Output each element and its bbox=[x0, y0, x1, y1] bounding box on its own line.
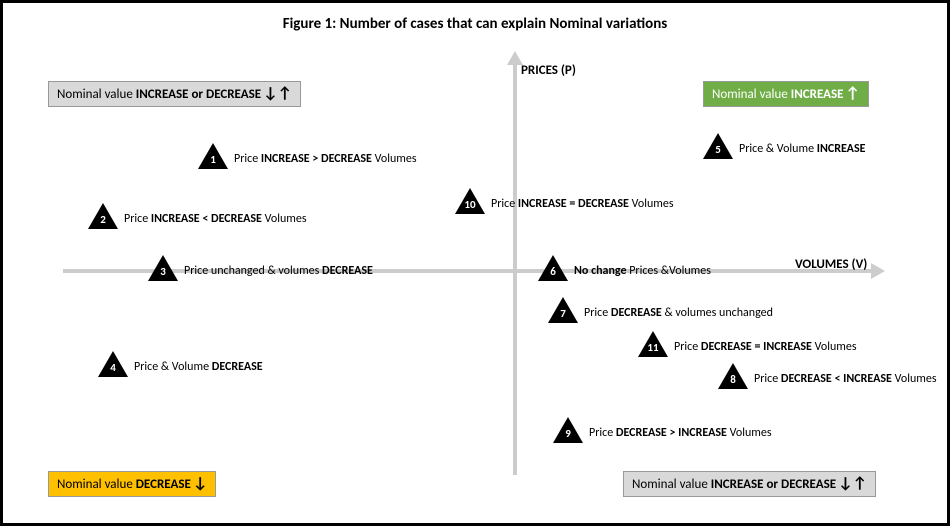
quadrant-label-top_left: Nominal value INCREASE or DECREASE↓↑ bbox=[48, 81, 301, 107]
triangle-icon: 2 bbox=[88, 203, 118, 229]
case-marker-7: 7 Price DECREASE & volumes unchanged bbox=[548, 297, 773, 323]
case-label: Price & Volume INCREASE bbox=[739, 136, 865, 156]
case-marker-9: 9 Price DECREASE > INCREASE Volumes bbox=[553, 417, 772, 443]
case-number: 9 bbox=[560, 427, 576, 440]
case-marker-2: 2 Price INCREASE < DECREASE Volumes bbox=[88, 203, 307, 229]
triangle-icon: 9 bbox=[553, 417, 583, 443]
triangle-icon: 7 bbox=[548, 297, 578, 323]
quadrant-label-text: Nominal value INCREASE bbox=[712, 87, 844, 102]
case-number: 10 bbox=[462, 198, 478, 211]
y-axis-line bbox=[513, 63, 517, 475]
triangle-icon: 1 bbox=[198, 143, 228, 169]
case-label: Price unchanged & volumes DECREASE bbox=[184, 258, 373, 278]
triangle-icon: 8 bbox=[718, 363, 748, 389]
case-label: Price DECREASE < INCREASE Volumes bbox=[754, 366, 937, 386]
case-number: 7 bbox=[555, 307, 571, 320]
case-marker-8: 8 Price DECREASE < INCREASE Volumes bbox=[718, 363, 937, 389]
case-number: 3 bbox=[155, 265, 171, 278]
case-number: 8 bbox=[725, 373, 741, 386]
case-marker-3: 3 Price unchanged & volumes DECREASE bbox=[148, 255, 373, 281]
case-number: 4 bbox=[105, 361, 121, 374]
case-label: Price DECREASE = INCREASE Volumes bbox=[674, 334, 857, 354]
triangle-icon: 5 bbox=[703, 133, 733, 159]
case-label: Price INCREASE = DECREASE Volumes bbox=[491, 191, 674, 211]
case-label: Price DECREASE & volumes unchanged bbox=[584, 300, 773, 320]
arrow-icon: ↓ bbox=[193, 476, 207, 492]
quadrant-label-bot_left: Nominal value DECREASE↓ bbox=[48, 471, 216, 497]
case-label: Price INCREASE > DECREASE Volumes bbox=[234, 146, 417, 166]
quadrant-label-text: Nominal value DECREASE bbox=[57, 477, 191, 492]
triangle-icon: 10 bbox=[455, 188, 485, 214]
case-number: 11 bbox=[645, 341, 661, 354]
case-marker-1: 1 Price INCREASE > DECREASE Volumes bbox=[198, 143, 417, 169]
case-label: Price INCREASE < DECREASE Volumes bbox=[124, 206, 307, 226]
figure-title: Figure 1: Number of cases that can expla… bbox=[3, 15, 947, 33]
case-label: Price DECREASE > INCREASE Volumes bbox=[589, 420, 772, 440]
case-number: 1 bbox=[205, 153, 221, 166]
quadrant-label-top_right: Nominal value INCREASE↑ bbox=[703, 81, 869, 107]
arrow-icon: ↓↑ bbox=[838, 476, 867, 492]
figure-frame: Figure 1: Number of cases that can expla… bbox=[0, 0, 950, 526]
triangle-icon: 3 bbox=[148, 255, 178, 281]
case-label: Price & Volume DECREASE bbox=[134, 354, 263, 374]
case-marker-5: 5 Price & Volume INCREASE bbox=[703, 133, 865, 159]
arrow-icon: ↓↑ bbox=[263, 86, 292, 102]
case-marker-11: 11 Price DECREASE = INCREASE Volumes bbox=[638, 331, 857, 357]
quadrant-label-bot_right: Nominal value INCREASE or DECREASE↓↑ bbox=[623, 471, 876, 497]
case-marker-10: 10 Price INCREASE = DECREASE Volumes bbox=[455, 188, 674, 214]
triangle-icon: 11 bbox=[638, 331, 668, 357]
case-number: 6 bbox=[545, 265, 561, 278]
case-marker-4: 4 Price & Volume DECREASE bbox=[98, 351, 263, 377]
triangle-icon: 6 bbox=[538, 255, 568, 281]
case-number: 2 bbox=[95, 213, 111, 226]
triangle-icon: 4 bbox=[98, 351, 128, 377]
case-marker-6: 6 No change Prices &Volumes bbox=[538, 255, 711, 281]
x-axis-label: VOLUMES (V) bbox=[795, 257, 867, 272]
arrow-icon: ↑ bbox=[846, 86, 860, 102]
case-label: No change Prices &Volumes bbox=[574, 258, 711, 278]
case-number: 5 bbox=[710, 143, 726, 156]
quadrant-label-text: Nominal value INCREASE or DECREASE bbox=[632, 477, 836, 492]
y-axis-label: PRICES (P) bbox=[521, 63, 576, 78]
quadrant-label-text: Nominal value INCREASE or DECREASE bbox=[57, 87, 261, 102]
